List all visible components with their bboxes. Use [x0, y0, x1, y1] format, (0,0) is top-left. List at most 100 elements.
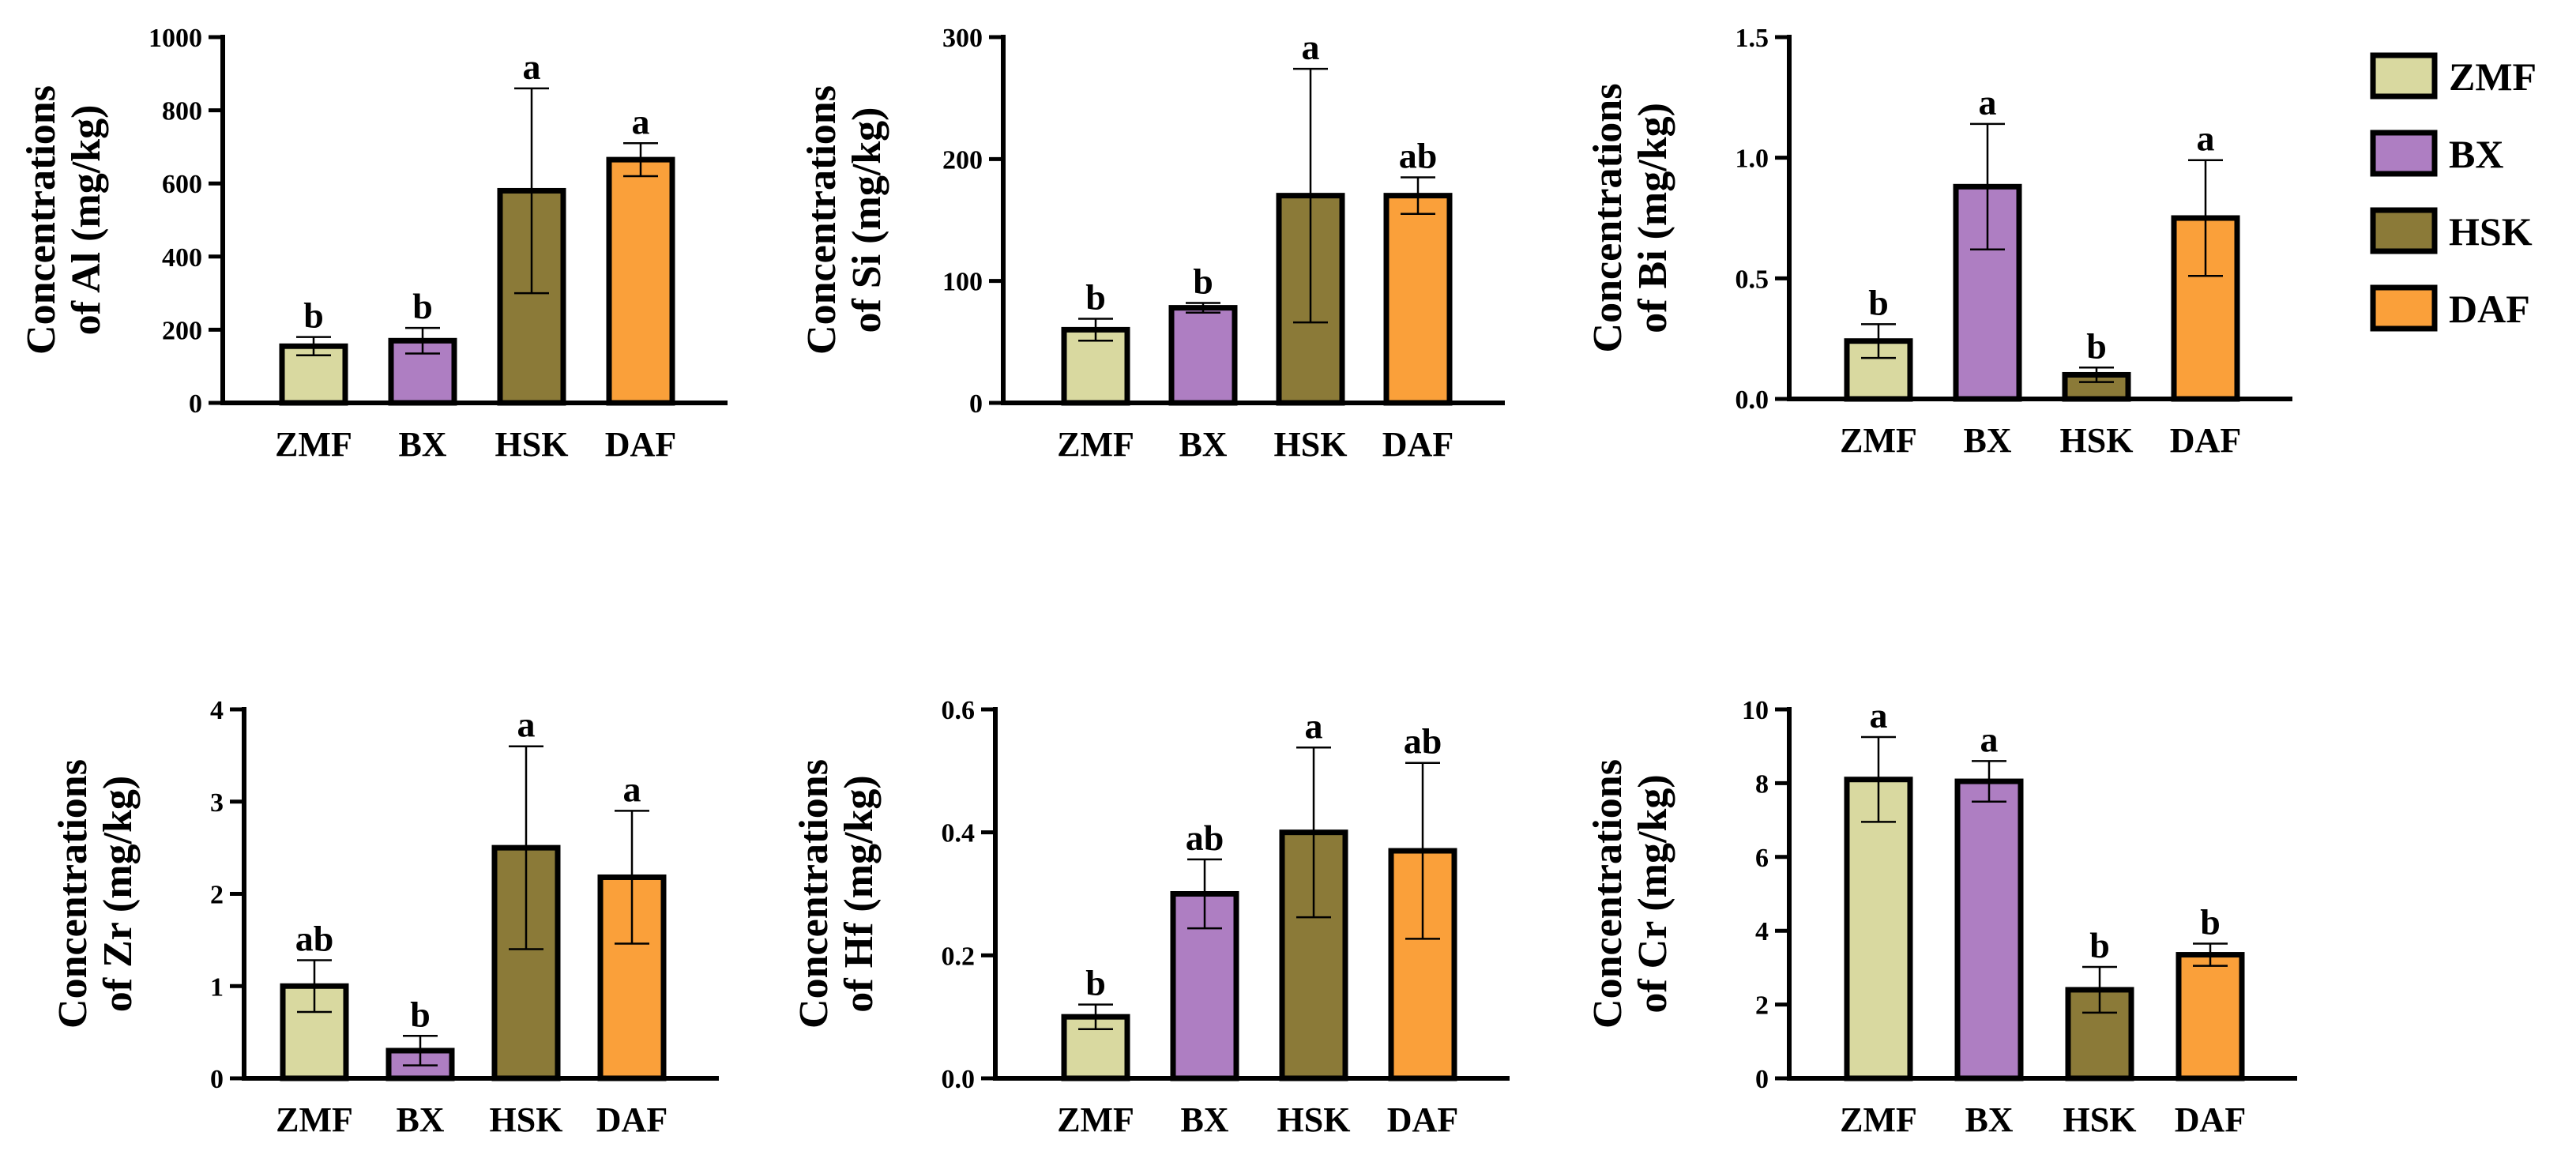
legend-swatch-hsk — [2373, 210, 2435, 251]
y-tick-label: 0.5 — [1736, 265, 1769, 294]
significance-label-zmf: a — [1870, 695, 1888, 735]
y-axis-title-line2: of Zr (mg/kg) — [96, 776, 141, 1012]
significance-label-zmf: b — [1085, 277, 1106, 318]
x-tick-label-daf: DAF — [1382, 425, 1453, 464]
significance-label-bx: b — [1193, 261, 1213, 301]
y-tick-label: 2 — [210, 881, 224, 910]
y-axis-title-line1: Concentrations — [19, 85, 64, 355]
legend-swatch-bx — [2373, 133, 2435, 174]
y-tick-label: 600 — [162, 170, 202, 199]
y-tick-label: 10 — [1742, 696, 1769, 725]
legend: ZMF BX HSK DAF — [2373, 55, 2537, 331]
y-axis-title-line2: of Cr (mg/kg) — [1630, 774, 1675, 1013]
x-tick-label-bx: BX — [1963, 421, 2011, 460]
bar-daf — [2179, 955, 2242, 1078]
significance-label-daf: a — [623, 769, 641, 809]
y-tick-label: 0 — [969, 389, 983, 419]
y-tick-label: 8 — [1755, 769, 1769, 799]
significance-label-daf: a — [2197, 118, 2215, 159]
x-tick-label-hsk: HSK — [2060, 421, 2134, 460]
significance-label-zmf: b — [1085, 963, 1106, 1003]
significance-label-bx: b — [410, 994, 431, 1034]
x-tick-label-bx: BX — [396, 1100, 444, 1139]
x-tick-label-hsk: HSK — [490, 1100, 563, 1139]
significance-label-zmf: b — [1868, 282, 1889, 322]
y-tick-label: 2 — [1755, 991, 1769, 1021]
y-tick-label: 1 — [210, 972, 224, 1002]
chart-si: b ZMF b BX a HSK ab DAF 0 100 200 300 Concentrations… — [799, 24, 1505, 464]
significance-label-hsk: a — [1305, 705, 1323, 746]
x-tick-label-zmf: ZMF — [275, 425, 352, 464]
legend-label-zmf: ZMF — [2449, 55, 2537, 99]
y-tick-label: 0 — [1755, 1065, 1769, 1094]
legend-swatch-daf — [2373, 288, 2435, 329]
y-tick-label: 3 — [210, 788, 224, 818]
y-axis-title-line2: of Hf (mg/kg) — [837, 775, 882, 1012]
y-axis-title-line2: of Si (mg/kg) — [844, 107, 889, 333]
significance-label-bx: b — [412, 286, 433, 326]
significance-label-hsk: b — [2086, 325, 2107, 366]
significance-label-daf: b — [2200, 902, 2221, 942]
legend-label-bx: BX — [2449, 132, 2503, 176]
y-axis-title-line1: Concentrations — [799, 85, 844, 355]
y-tick-label: 1.0 — [1736, 145, 1769, 174]
significance-label-bx: a — [1979, 82, 1997, 122]
bar-zmf — [1847, 780, 1910, 1078]
significance-label-zmf: ab — [295, 919, 334, 959]
y-axis-title-line1: Concentrations — [1585, 84, 1630, 353]
x-tick-label-hsk: HSK — [495, 425, 569, 464]
chart-cr: a ZMF a BX b HSK b DAF 0 2 4 6 8 10 Concentrations of C… — [1585, 695, 2297, 1139]
y-tick-label: 400 — [162, 243, 202, 273]
legend-label-hsk: HSK — [2449, 209, 2533, 254]
y-tick-label: 4 — [210, 696, 224, 725]
significance-label-hsk: a — [517, 705, 536, 745]
significance-label-daf: ab — [1404, 721, 1442, 762]
y-tick-label: 1.5 — [1736, 24, 1769, 53]
y-tick-label: 0.6 — [942, 696, 976, 725]
y-tick-label: 0.0 — [1736, 386, 1769, 415]
legend-label-daf: DAF — [2449, 287, 2530, 331]
x-tick-label-daf: DAF — [605, 425, 676, 464]
y-axis-title-line1: Concentrations — [792, 759, 837, 1029]
y-axis-title-line1: Concentrations — [1585, 759, 1630, 1029]
x-tick-label-bx: BX — [398, 425, 446, 464]
x-tick-label-zmf: ZMF — [1057, 425, 1134, 464]
x-tick-label-hsk: HSK — [1277, 1100, 1351, 1139]
y-tick-label: 200 — [162, 316, 202, 345]
y-tick-label: 0 — [210, 1065, 224, 1094]
legend-swatch-zmf — [2373, 55, 2435, 96]
x-tick-label-daf: DAF — [2175, 1100, 2246, 1139]
y-tick-label: 300 — [942, 24, 983, 53]
significance-label-zmf: b — [303, 295, 324, 336]
chart-al: b ZMF b BX a HSK a DAF 0 200 400 600 800 1000 Concentr… — [19, 24, 728, 464]
y-tick-label: 0 — [189, 389, 202, 419]
significance-label-daf: ab — [1399, 135, 1438, 175]
y-tick-label: 6 — [1755, 844, 1769, 873]
bar-daf — [609, 160, 672, 403]
y-tick-label: 100 — [942, 268, 983, 297]
x-tick-label-hsk: HSK — [2063, 1100, 2137, 1139]
y-tick-label: 200 — [942, 145, 983, 175]
bar-bx — [1171, 308, 1235, 403]
x-tick-label-zmf: ZMF — [1057, 1100, 1134, 1139]
significance-label-hsk: a — [1302, 27, 1320, 67]
significance-label-hsk: b — [2089, 925, 2110, 965]
y-axis-title-line1: Concentrations — [51, 759, 96, 1029]
chart-zr: ab ZMF b BX a HSK a DAF 0 1 2 3 4 Concentrations of Zr… — [51, 696, 719, 1139]
significance-label-hsk: a — [523, 47, 541, 87]
significance-label-bx: ab — [1186, 818, 1224, 858]
x-tick-label-daf: DAF — [1387, 1100, 1458, 1139]
x-tick-label-hsk: HSK — [1274, 425, 1348, 464]
y-axis-title-line2: of Al (mg/kg) — [64, 105, 109, 336]
x-tick-label-daf: DAF — [596, 1100, 668, 1139]
chart-hf: b ZMF ab BX a HSK ab DAF 0.0 0.2 0.4 0.6 Concentrati… — [792, 696, 1510, 1139]
y-tick-label: 1000 — [149, 24, 202, 53]
y-axis-title-line2: of Bi (mg/kg) — [1630, 103, 1675, 333]
y-tick-label: 0.0 — [942, 1065, 976, 1094]
x-tick-label-bx: BX — [1965, 1100, 2013, 1139]
y-tick-label: 4 — [1755, 917, 1769, 946]
bar-daf — [1386, 196, 1450, 403]
x-tick-label-bx: BX — [1179, 425, 1227, 464]
x-tick-label-daf: DAF — [2170, 421, 2241, 460]
x-tick-label-zmf: ZMF — [1840, 1100, 1917, 1139]
